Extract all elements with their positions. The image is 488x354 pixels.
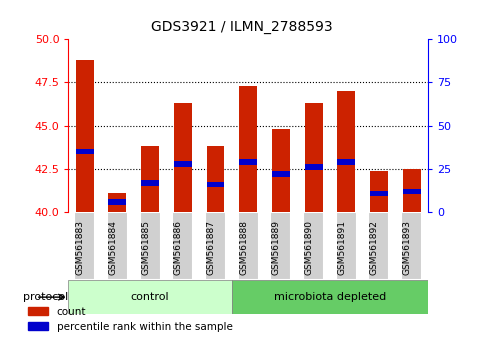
Text: protocol: protocol: [23, 292, 68, 302]
Bar: [400, 212, 421, 280]
Bar: [335, 212, 356, 280]
Bar: [173, 103, 191, 212]
Bar: [237, 212, 258, 280]
Bar: [108, 199, 126, 205]
Text: GSM561883: GSM561883: [76, 221, 84, 275]
Bar: [76, 60, 94, 212]
Bar: [239, 86, 257, 212]
Bar: [74, 212, 95, 280]
Bar: [141, 180, 159, 185]
Bar: [337, 91, 354, 212]
Bar: [206, 182, 224, 187]
Bar: [304, 165, 322, 170]
Bar: [141, 147, 159, 212]
Bar: [369, 190, 387, 196]
Bar: [206, 147, 224, 212]
Bar: [239, 159, 257, 165]
Bar: [337, 159, 354, 165]
Bar: [271, 129, 289, 212]
Bar: [68, 280, 231, 314]
Bar: [367, 212, 388, 280]
Bar: [231, 280, 427, 314]
Text: GSM561888: GSM561888: [239, 221, 248, 275]
Text: GSM561893: GSM561893: [402, 221, 411, 275]
Text: GSM561884: GSM561884: [108, 221, 117, 275]
Text: GSM561886: GSM561886: [173, 221, 183, 275]
Bar: [76, 149, 94, 154]
Bar: [173, 161, 191, 167]
Text: GSM561891: GSM561891: [337, 221, 346, 275]
Bar: [369, 171, 387, 212]
Bar: [107, 212, 128, 280]
Bar: [402, 189, 420, 194]
Text: GSM561892: GSM561892: [369, 221, 378, 275]
Text: GSM561887: GSM561887: [206, 221, 215, 275]
Text: GSM561890: GSM561890: [304, 221, 313, 275]
Bar: [271, 171, 289, 177]
Bar: [172, 212, 193, 280]
Text: microbiota depleted: microbiota depleted: [273, 292, 385, 302]
Bar: [304, 103, 322, 212]
Bar: [139, 212, 161, 280]
Bar: [302, 212, 324, 280]
Bar: [402, 169, 420, 212]
Text: GSM561889: GSM561889: [271, 221, 280, 275]
Bar: [108, 193, 126, 212]
Legend: count, percentile rank within the sample: count, percentile rank within the sample: [23, 302, 236, 336]
Bar: [204, 212, 225, 280]
Text: GDS3921 / ILMN_2788593: GDS3921 / ILMN_2788593: [151, 19, 332, 34]
Text: control: control: [131, 292, 169, 302]
Bar: [270, 212, 291, 280]
Text: GSM561885: GSM561885: [141, 221, 150, 275]
